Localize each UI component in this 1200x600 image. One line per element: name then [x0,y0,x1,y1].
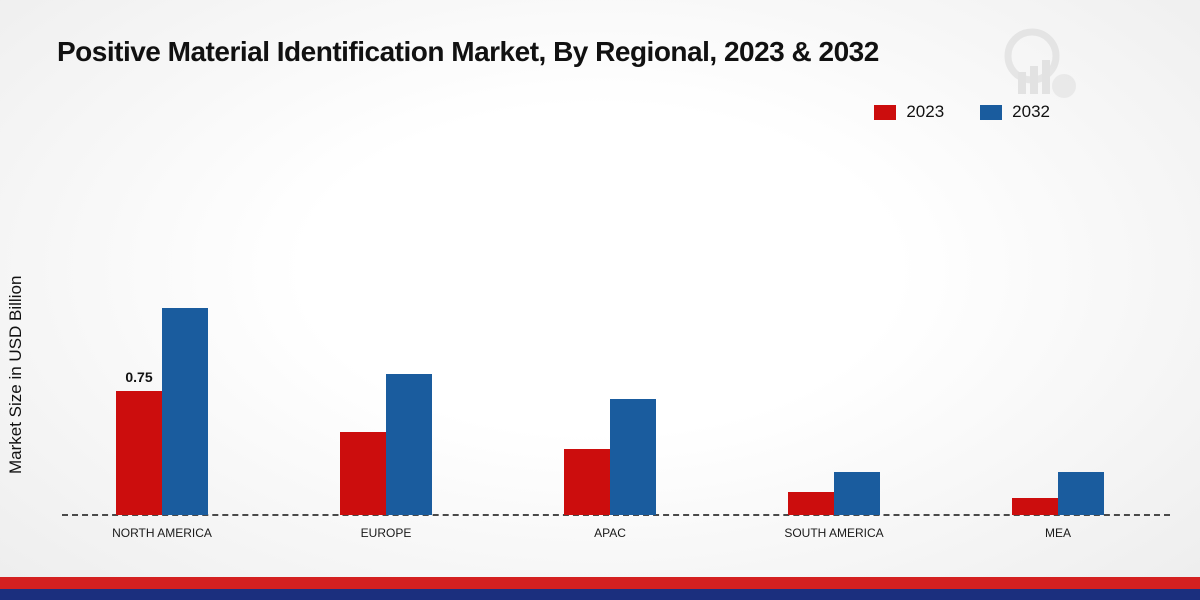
bar-2032 [834,472,880,515]
legend: 2023 2032 [874,102,1050,122]
category-label: SOUTH AMERICA [784,526,884,540]
bar-2023 [788,491,834,515]
plot-area: 0.75 NORTH AMERICA EUROPE APAC SOUTH AMERICA… [50,267,1170,540]
bar-group: APAC [564,399,656,540]
footer-stripe-red [0,577,1200,589]
legend-item-2023: 2023 [874,102,944,122]
y-axis-label: Market Size in USD Billion [6,275,25,475]
category-label: APAC [594,526,626,540]
legend-item-2032: 2032 [980,102,1050,122]
legend-swatch-2032 [980,104,1003,120]
footer-stripe-navy [0,589,1200,600]
bar-2032 [610,399,656,515]
category-label: NORTH AMERICA [112,526,212,540]
bar-2023 [564,448,610,515]
category-label: EUROPE [360,526,412,540]
bar-2023 [340,432,386,515]
bar-group: MEA [1012,472,1104,540]
legend-label-2023: 2023 [906,102,945,121]
legend-label-2032: 2032 [1012,102,1050,121]
bar-group: SOUTH AMERICA [784,472,884,540]
bar-group: 0.75 NORTH AMERICA [112,308,212,540]
bar-group: EUROPE [340,374,432,540]
category-label: MEA [1044,526,1071,540]
watermark-logo-icon [1002,28,1082,123]
chart-title: Positive Material Identification Market,… [57,36,879,67]
bar-2023 [1012,498,1058,515]
x-axis-baseline [62,514,1170,516]
legend-swatch-2023 [874,104,897,120]
bar-2032 [1058,472,1104,515]
bar-value-label: 0.75 [125,369,153,385]
bar-2032 [386,374,432,515]
bar-2023: 0.75 [116,369,162,515]
bar-2032 [162,308,208,515]
